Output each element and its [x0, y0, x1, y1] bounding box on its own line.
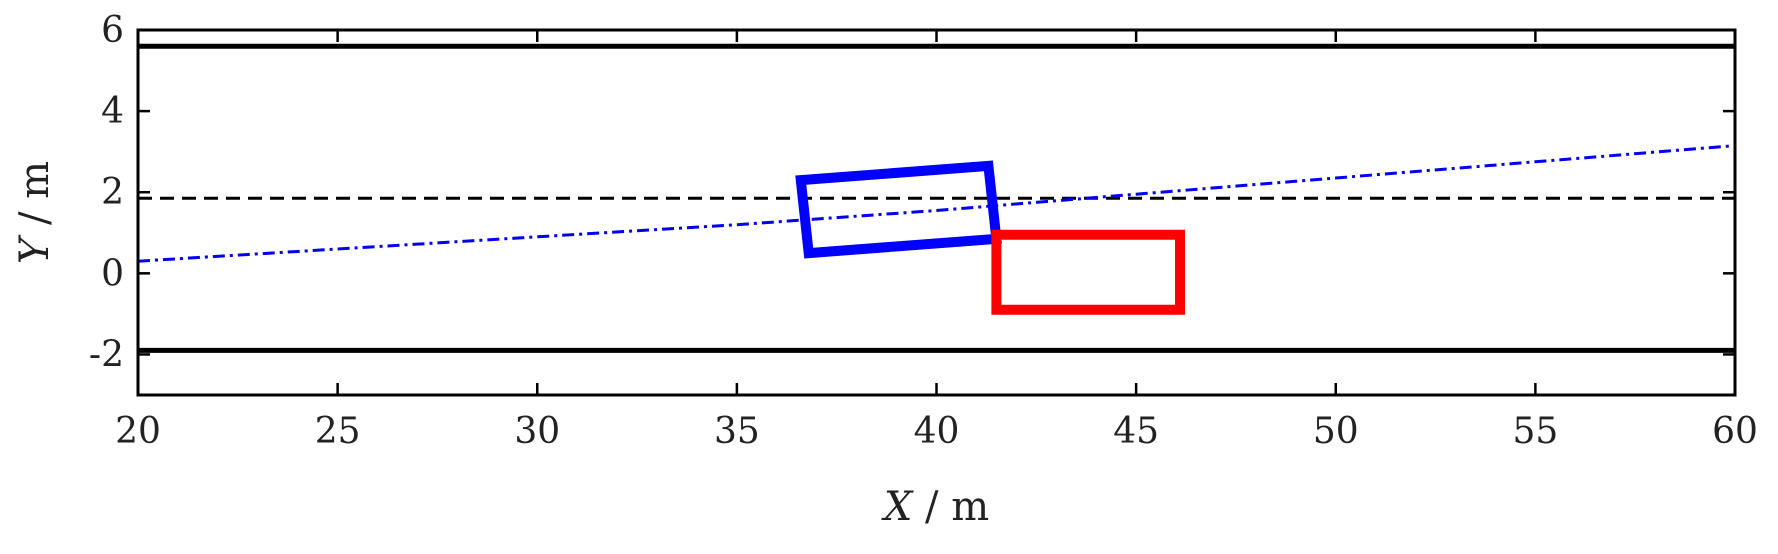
x-tick-label: 45: [1113, 411, 1159, 452]
y-tick-label: 2: [101, 172, 124, 213]
x-axis-label: X / m: [881, 484, 989, 530]
x-tick-label: 25: [315, 411, 361, 452]
plot-frame: [136, 28, 1737, 397]
y-axis-label: Y / m: [12, 161, 58, 264]
x-axis-label-var: X: [881, 484, 914, 530]
x-axis-label-unit: / m: [912, 484, 989, 530]
x-tick-label: 60: [1712, 411, 1758, 452]
data-layer: [137, 43, 1736, 353]
y-tick-label: 6: [101, 10, 124, 51]
y-tick-label: 0: [101, 253, 124, 294]
series-line-3: [137, 144, 1736, 263]
y-axis-label-unit: / m: [12, 161, 58, 238]
ticks-layer: 20 25 30 35 40 45 50 55 60 -2 0 2 4 6: [89, 10, 1758, 452]
vehicle-box-5: [991, 229, 1185, 315]
x-tick-label: 35: [714, 411, 760, 452]
x-tick-label: 30: [514, 411, 560, 452]
y-tick-label: 4: [101, 91, 124, 132]
y-tick-label: -2: [89, 334, 124, 375]
x-tick-label: 40: [914, 411, 960, 452]
x-tick-label: 55: [1512, 411, 1558, 452]
y-axis-label-var: Y: [12, 234, 58, 264]
x-tick-label: 20: [115, 411, 161, 452]
x-tick-label: 50: [1313, 411, 1359, 452]
